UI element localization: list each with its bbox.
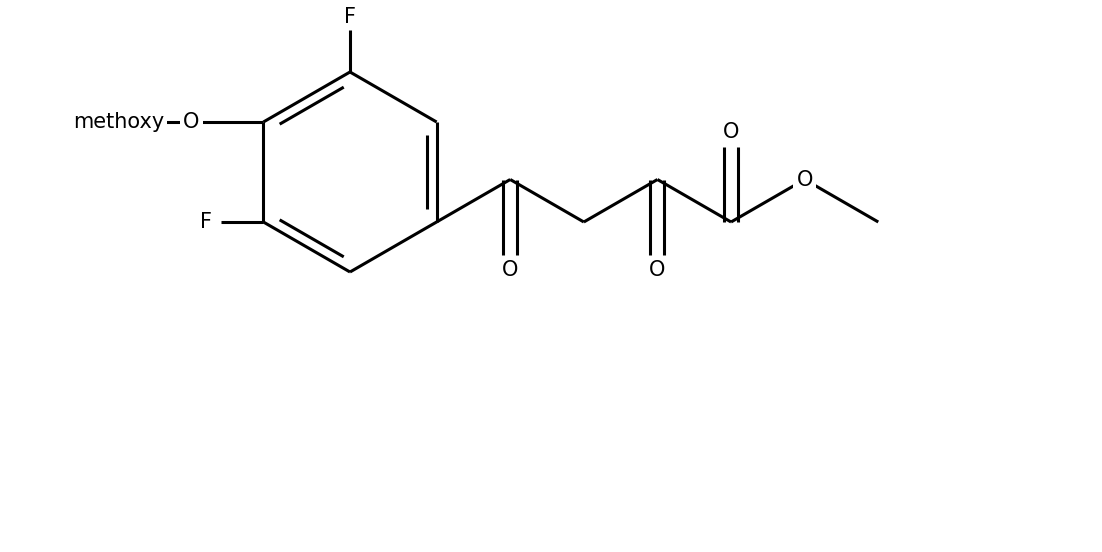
Text: F: F [201,212,213,232]
Text: O: O [503,259,518,279]
Text: O: O [649,259,666,279]
Text: methoxy: methoxy [73,112,164,132]
Text: F: F [344,7,356,27]
Text: O: O [723,122,739,142]
Text: O: O [797,169,813,189]
Text: O: O [183,112,199,132]
